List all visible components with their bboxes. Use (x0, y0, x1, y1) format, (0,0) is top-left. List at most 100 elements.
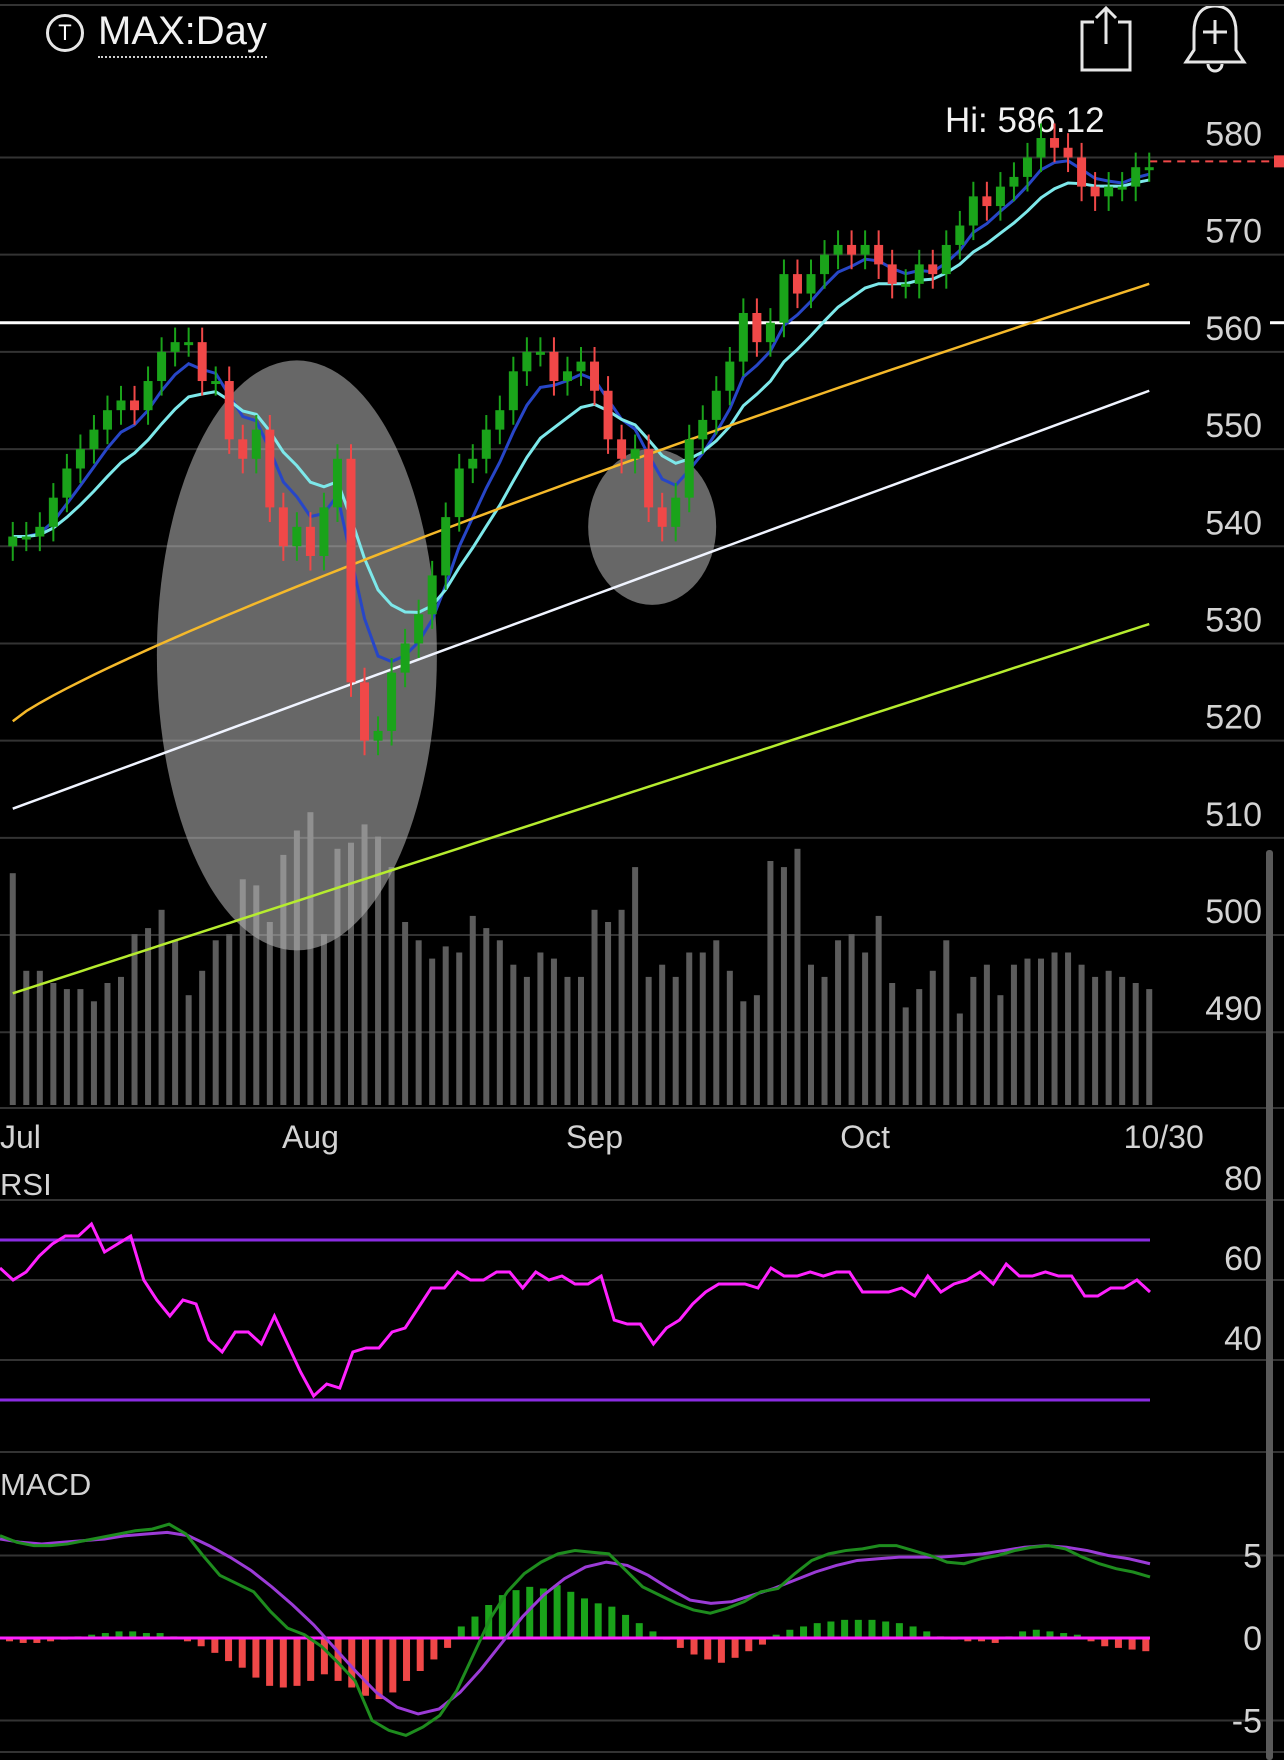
candle-body (332, 458, 342, 508)
volume-bar (158, 909, 165, 1105)
candle-body (116, 400, 126, 411)
vertical-scrollbar[interactable] (1266, 850, 1273, 1760)
candle-body (792, 274, 802, 294)
macd-histogram-bar (526, 1586, 534, 1638)
macd-histogram-bar (1032, 1629, 1040, 1638)
macd-histogram-bar (142, 1633, 150, 1638)
candle-body (698, 419, 708, 440)
volume-bar (956, 1013, 963, 1105)
candle-body (454, 468, 464, 518)
volume-bar (361, 824, 368, 1105)
volume-bar (442, 946, 449, 1105)
x-tick-label: Sep (566, 1119, 623, 1155)
price-tick-label: 540 (1205, 504, 1262, 542)
macd-histogram-bar (416, 1638, 424, 1671)
candle-body (887, 264, 897, 284)
candle-body (238, 439, 248, 459)
volume-bar (862, 952, 869, 1105)
candle-body (265, 429, 275, 508)
volume-bar (740, 1001, 747, 1105)
volume-bar (334, 848, 341, 1105)
candle-body (427, 575, 437, 615)
candle-body (941, 244, 951, 275)
macd-histogram-bar (635, 1623, 643, 1638)
candle-body (955, 225, 965, 245)
candle-body (1050, 138, 1060, 148)
volume-bar (997, 995, 1004, 1105)
macd-histogram-bar (772, 1634, 780, 1638)
volume-bar (266, 922, 273, 1105)
candle-body (982, 196, 992, 207)
macd-histogram-bar (1128, 1638, 1136, 1650)
macd-histogram-bar (6, 1638, 13, 1642)
sma50-line (12, 282, 1150, 723)
last-price-marker (1274, 155, 1284, 168)
volume-bar (835, 940, 842, 1105)
macd-histogram-bar (348, 1638, 356, 1688)
candle-body (576, 361, 586, 372)
macd-histogram-bar (430, 1638, 438, 1660)
macd-histogram-bar (101, 1633, 109, 1638)
candle-body (184, 342, 194, 346)
volume-bar (118, 976, 124, 1105)
candle-body (1090, 186, 1100, 197)
macd-histogram-bar (307, 1638, 315, 1681)
volume-bar (753, 995, 760, 1105)
candle-body (928, 264, 938, 275)
candle-body (373, 730, 383, 741)
candle-body (914, 264, 924, 284)
volume-bar (550, 958, 557, 1105)
volume-bar (686, 952, 693, 1105)
macd-histogram-bar (1046, 1631, 1054, 1638)
volume-bar (185, 995, 192, 1105)
volume-bar (916, 989, 923, 1105)
macd-histogram-bar (389, 1638, 397, 1693)
macd-histogram-bar (676, 1638, 684, 1648)
macd-histogram-bar (156, 1633, 164, 1638)
macd-histogram-bar (471, 1616, 479, 1638)
add-alert-button[interactable] (1180, 2, 1250, 74)
symbol-selector[interactable]: T MAX:Day (46, 8, 267, 58)
volume-bar (821, 976, 828, 1105)
candle-body (630, 449, 640, 459)
macd-tick-label: -5 (1232, 1703, 1262, 1741)
macd-histogram-bar (854, 1619, 862, 1638)
volume-bar (469, 915, 476, 1105)
macd-histogram-bar (498, 1595, 506, 1638)
x-tick-label: Oct (840, 1119, 890, 1155)
candle-body (400, 643, 410, 673)
macd-histogram-bar (1114, 1638, 1122, 1648)
volume-bar (699, 952, 706, 1105)
macd-histogram-bar (375, 1638, 383, 1700)
volume-bar (1146, 989, 1153, 1105)
price-tick-label: 550 (1205, 407, 1262, 445)
candle-body (995, 186, 1005, 207)
volume-bar (496, 940, 503, 1105)
macd-histogram-bar (334, 1638, 342, 1681)
volume-bar (970, 976, 977, 1105)
price-tick-label: 560 (1205, 310, 1262, 348)
volume-bar (131, 934, 138, 1105)
volume-bar (307, 812, 314, 1105)
candle-body (711, 390, 721, 420)
volume-bar (1024, 958, 1031, 1105)
macd-histogram-bar (622, 1614, 630, 1638)
macd-histogram-bar (88, 1634, 96, 1638)
volume-bar (672, 976, 679, 1105)
macd-histogram-bar (211, 1638, 219, 1653)
candle-body (820, 254, 830, 275)
macd-line (0, 1522, 1151, 1737)
candle-body (75, 449, 85, 469)
macd-histogram-bar (238, 1638, 246, 1668)
macd-histogram-bar (841, 1619, 849, 1638)
volume-bar (36, 970, 43, 1105)
macd-histogram-bar (129, 1631, 137, 1638)
share-button[interactable] (1076, 4, 1136, 72)
x-tick-label: 10/30 (1124, 1119, 1204, 1155)
macd-histogram-bar (1060, 1633, 1068, 1638)
volume-bar (578, 976, 584, 1105)
volume-bar (226, 934, 233, 1105)
candle-body (197, 342, 207, 382)
volume-bar (902, 1007, 909, 1105)
